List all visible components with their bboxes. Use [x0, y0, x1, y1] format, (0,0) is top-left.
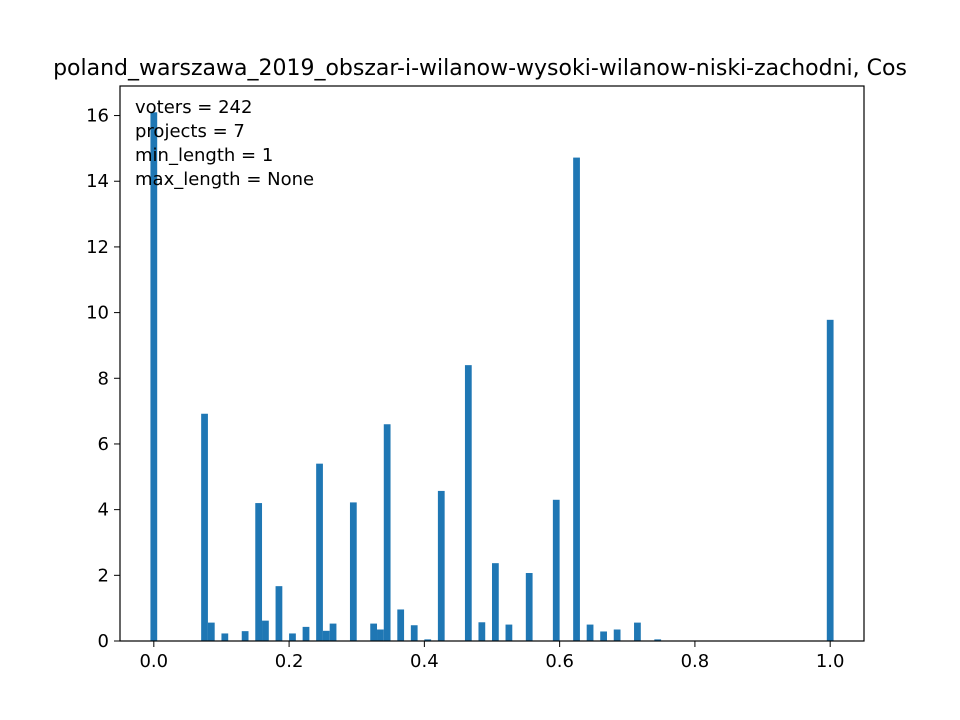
histogram-bar [255, 503, 263, 641]
histogram-bar [383, 424, 391, 641]
histogram-bar [302, 626, 310, 641]
histogram-bar [316, 463, 323, 641]
histogram-bar [573, 157, 580, 641]
histogram-bar [275, 586, 283, 641]
histogram-bar [410, 625, 418, 641]
histogram-bar [349, 502, 357, 641]
histogram-bar [150, 112, 158, 641]
annotation-line: min_length = 1 [135, 145, 273, 166]
y-tick-label: 8 [98, 368, 109, 389]
histogram-bar [241, 631, 249, 641]
y-tick-label: 2 [98, 565, 109, 586]
y-tick-label: 6 [98, 434, 109, 455]
x-tick-label: 0.2 [275, 651, 304, 672]
plot-frame [119, 85, 865, 642]
bars-group [150, 112, 834, 641]
histogram-bar [289, 633, 296, 641]
histogram-bar [201, 413, 208, 641]
histogram-bar [492, 563, 499, 641]
histogram-bar [586, 624, 594, 641]
y-tick-label: 12 [86, 237, 109, 258]
histogram-bar [207, 622, 215, 641]
histogram-bar [826, 319, 834, 641]
histogram-bar [397, 609, 405, 641]
annotation-line: projects = 7 [135, 121, 245, 142]
histogram-bar [525, 573, 533, 641]
histogram-bar [221, 633, 229, 641]
x-tick-label: 1.0 [816, 651, 845, 672]
histogram-bar [262, 620, 269, 641]
histogram-bar [322, 630, 330, 641]
histogram-bar [613, 629, 621, 641]
x-tick-label: 0.8 [681, 651, 710, 672]
y-tick-label: 16 [86, 106, 109, 127]
y-axis: 0 2 4 6 8 10 12 14 16 [86, 106, 120, 652]
histogram-bar [370, 623, 378, 641]
annotation-line: max_length = None [135, 169, 314, 190]
annotation-line: voters = 242 [135, 97, 252, 118]
histogram-bar [377, 629, 384, 641]
x-tick-label: 0.4 [410, 651, 439, 672]
x-tick-label: 0.0 [139, 651, 168, 672]
x-axis: 0.0 0.2 0.4 0.6 0.8 1.0 [139, 641, 845, 672]
histogram-bar [654, 639, 662, 641]
histogram-bar [437, 490, 445, 641]
histogram-bar [329, 623, 337, 641]
annotation-block: voters = 242 projects = 7 min_length = 1 ma… [135, 97, 314, 190]
chart-title: poland_warszawa_2019_obszar-i-wilanow-wy… [53, 56, 907, 81]
y-tick-label: 14 [86, 171, 109, 192]
y-tick-label: 10 [86, 303, 109, 324]
histogram-bar [464, 365, 472, 641]
y-tick-label: 4 [98, 500, 109, 521]
histogram-bar [424, 639, 432, 641]
y-tick-label: 0 [98, 631, 109, 652]
histogram-bar [634, 622, 641, 641]
x-tick-label: 0.6 [545, 651, 574, 672]
histogram-bar [478, 622, 486, 641]
histogram-bar [505, 624, 513, 641]
histogram-bar [600, 631, 607, 641]
histogram-bar [552, 499, 560, 641]
